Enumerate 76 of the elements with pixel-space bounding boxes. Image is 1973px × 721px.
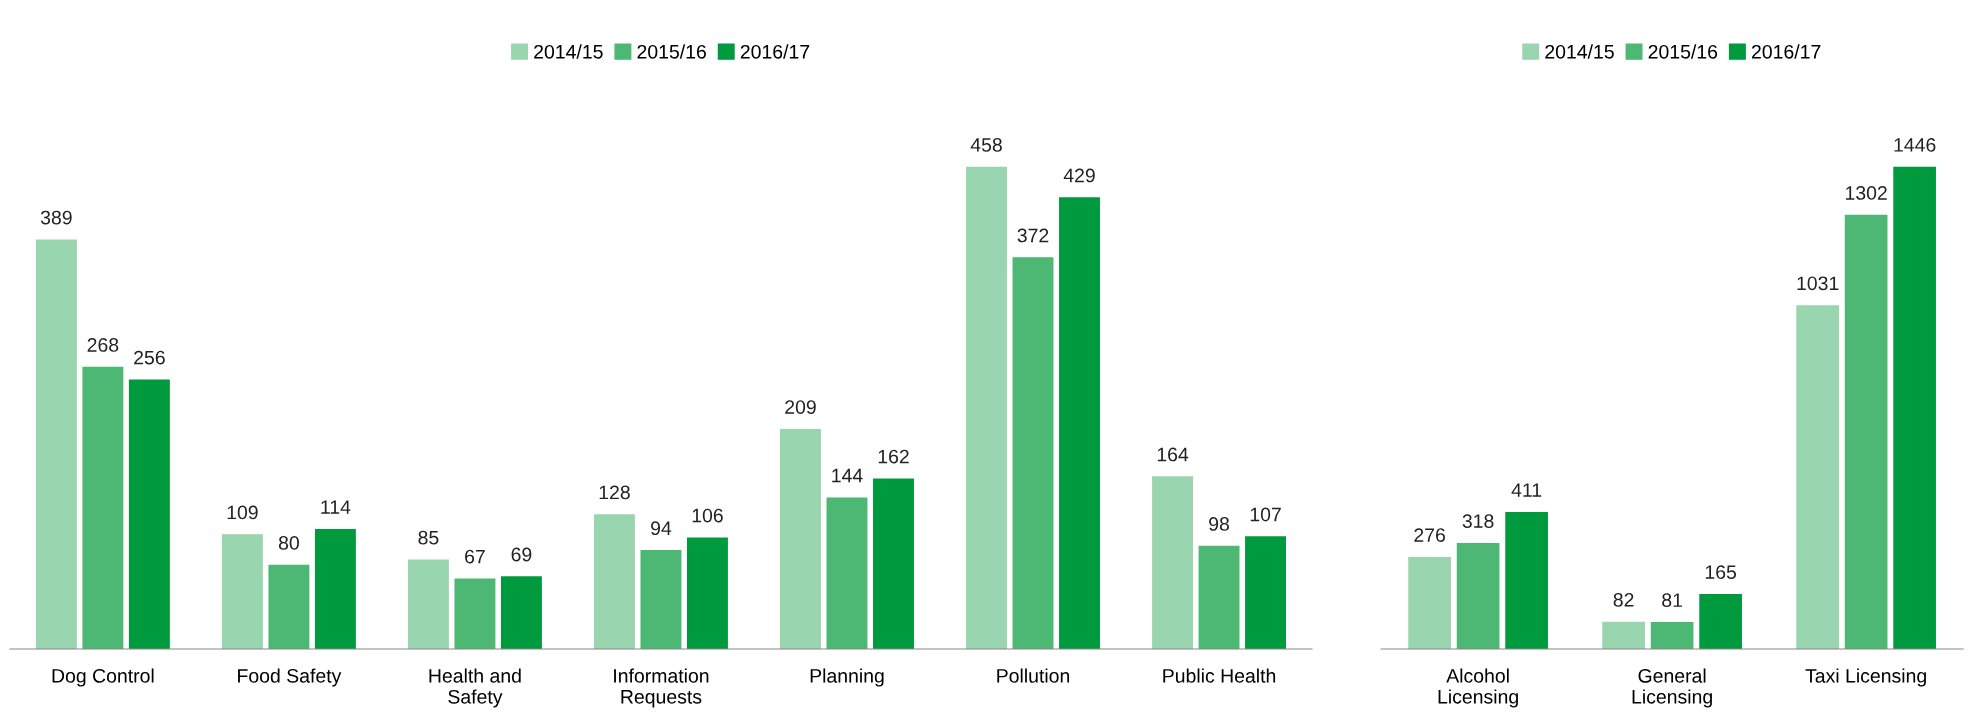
bar bbox=[1893, 166, 1936, 649]
bar bbox=[640, 550, 682, 649]
data-label: 162 bbox=[878, 449, 909, 464]
data-label: 69 bbox=[511, 547, 532, 562]
x-tick-label: Taxi Licensing bbox=[1805, 668, 1926, 687]
data-label: 209 bbox=[785, 400, 816, 414]
bar bbox=[1699, 593, 1742, 649]
data-label: 268 bbox=[87, 338, 119, 352]
data-label: 81 bbox=[1662, 593, 1682, 608]
legend-label: 2016/17 bbox=[1751, 44, 1821, 59]
legend-label: 2014/15 bbox=[534, 44, 603, 59]
legend-label: 2015/16 bbox=[1648, 44, 1718, 59]
x-tick-label: Food Safety bbox=[238, 668, 342, 687]
data-label: 164 bbox=[1157, 447, 1189, 462]
data-label: 276 bbox=[1414, 528, 1445, 542]
bar bbox=[1456, 542, 1500, 649]
bar bbox=[1505, 511, 1548, 649]
data-label: 106 bbox=[692, 508, 723, 523]
x-tick-label: Pollution bbox=[997, 668, 1070, 683]
x-tick-label: Public Health bbox=[1163, 668, 1276, 683]
data-label: 411 bbox=[1511, 483, 1542, 497]
bar bbox=[1198, 545, 1240, 649]
data-label: 80 bbox=[278, 536, 299, 550]
bar bbox=[687, 537, 728, 649]
data-label: 114 bbox=[321, 500, 351, 514]
x-tick-label: Alcohol Licensing bbox=[1438, 668, 1518, 708]
bar bbox=[1245, 536, 1286, 649]
data-label: 109 bbox=[227, 505, 258, 520]
bar bbox=[1844, 214, 1888, 649]
bar bbox=[268, 564, 310, 649]
bar bbox=[454, 578, 496, 649]
data-label: 318 bbox=[1462, 514, 1494, 528]
data-label: 429 bbox=[1063, 168, 1095, 183]
bar bbox=[35, 239, 77, 649]
bar bbox=[128, 379, 170, 649]
x-tick-label: Dog Control bbox=[52, 668, 154, 687]
data-label: 165 bbox=[1705, 565, 1737, 580]
bar bbox=[314, 528, 356, 649]
data-label: 107 bbox=[1250, 507, 1281, 522]
legend-label: 2016/17 bbox=[740, 44, 810, 59]
bar bbox=[1650, 621, 1694, 649]
bar bbox=[407, 559, 449, 649]
data-label: 128 bbox=[599, 485, 630, 500]
bar bbox=[221, 534, 263, 649]
data-label: 458 bbox=[970, 138, 1002, 152]
x-tick-label: Planning bbox=[810, 668, 884, 687]
x-tick-label: Health and Safety bbox=[429, 668, 521, 708]
bar bbox=[1602, 621, 1645, 649]
data-label: 1031 bbox=[1797, 276, 1839, 291]
bar bbox=[780, 428, 821, 649]
data-label: 1302 bbox=[1845, 186, 1887, 200]
data-label: 67 bbox=[465, 549, 485, 564]
data-label: 98 bbox=[1209, 517, 1229, 531]
data-label: 372 bbox=[1017, 228, 1049, 243]
bar bbox=[82, 366, 124, 649]
bar bbox=[1408, 556, 1451, 649]
x-tick-label: Information Requests bbox=[614, 668, 709, 708]
bar bbox=[873, 478, 914, 649]
data-label: 389 bbox=[40, 210, 72, 225]
bar bbox=[1059, 197, 1100, 649]
data-label: 94 bbox=[651, 521, 672, 536]
bar bbox=[1796, 305, 1839, 649]
bar bbox=[966, 166, 1007, 649]
bar bbox=[1152, 476, 1193, 649]
bar bbox=[1012, 257, 1054, 649]
legend-label: 2014/15 bbox=[1545, 44, 1614, 59]
bar bbox=[826, 497, 868, 649]
bar bbox=[500, 576, 542, 649]
legend-label: 2015/16 bbox=[637, 44, 706, 59]
data-label: 144 bbox=[832, 468, 863, 483]
data-label: 85 bbox=[418, 530, 439, 545]
x-tick-label: General Licensing bbox=[1632, 668, 1712, 708]
bar bbox=[593, 514, 635, 649]
data-label: 1446 bbox=[1894, 138, 1936, 152]
data-label: 256 bbox=[134, 350, 165, 365]
data-label: 82 bbox=[1613, 592, 1634, 607]
